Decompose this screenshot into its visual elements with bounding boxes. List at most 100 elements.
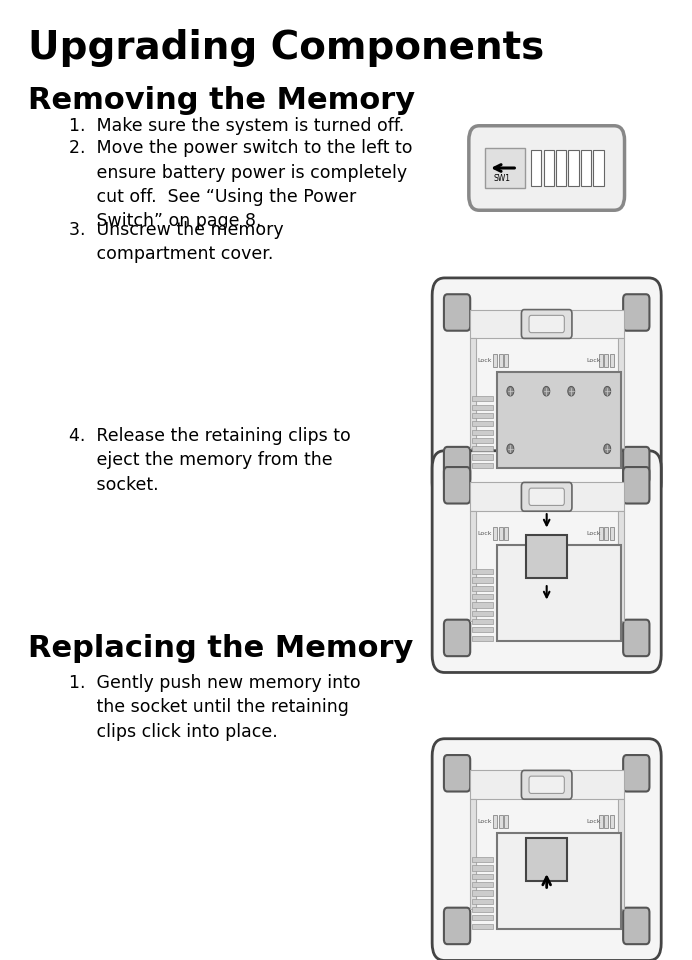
FancyBboxPatch shape [522, 310, 572, 339]
Bar [473, 594, 493, 599]
FancyBboxPatch shape [623, 908, 649, 945]
Bar [498, 526, 502, 540]
FancyBboxPatch shape [623, 295, 649, 331]
Bar [593, 150, 603, 186]
Bar [498, 354, 502, 368]
Bar [604, 526, 608, 540]
Circle shape [603, 387, 611, 396]
Text: 1.  Gently push new memory into
     the socket until the retaining
     clips c: 1. Gently push new memory into the socke… [69, 674, 361, 740]
Bar [604, 354, 608, 368]
Bar [473, 438, 493, 444]
Bar [473, 611, 493, 616]
Bar [610, 354, 614, 368]
Bar [473, 429, 493, 435]
FancyBboxPatch shape [623, 755, 649, 791]
Bar [610, 526, 614, 540]
Bar [498, 814, 502, 828]
FancyBboxPatch shape [444, 447, 471, 484]
Bar [504, 526, 509, 540]
Bar [610, 814, 614, 828]
Circle shape [543, 387, 549, 396]
Bar [469, 483, 623, 511]
Circle shape [507, 444, 513, 454]
Bar [493, 354, 497, 368]
FancyBboxPatch shape [522, 770, 572, 799]
Bar [496, 544, 621, 641]
FancyBboxPatch shape [444, 468, 471, 504]
Circle shape [507, 387, 513, 396]
Bar [496, 372, 621, 468]
FancyBboxPatch shape [444, 908, 471, 945]
FancyBboxPatch shape [444, 295, 471, 331]
Bar [504, 354, 509, 368]
Bar [469, 770, 623, 799]
Bar [473, 907, 493, 912]
Bar [604, 814, 608, 828]
Text: 2.  Move the power switch to the left to
     ensure battery power is completely: 2. Move the power switch to the left to … [69, 139, 412, 230]
Bar [526, 536, 567, 578]
FancyBboxPatch shape [623, 620, 649, 657]
Bar [473, 413, 493, 419]
Bar [496, 832, 621, 929]
FancyBboxPatch shape [444, 755, 471, 791]
Bar [473, 915, 493, 921]
Bar [599, 526, 603, 540]
Bar [493, 814, 497, 828]
FancyBboxPatch shape [522, 483, 572, 511]
Bar [504, 814, 509, 828]
Bar [473, 463, 493, 468]
Bar [473, 602, 493, 608]
Bar [473, 577, 493, 583]
Bar [469, 309, 623, 339]
Text: Lock: Lock [477, 819, 492, 824]
Bar [473, 865, 493, 871]
Bar [473, 569, 493, 574]
Bar [531, 150, 541, 186]
Bar [469, 339, 476, 447]
Text: Lock: Lock [587, 531, 601, 536]
Bar [469, 799, 476, 908]
Text: Lock: Lock [477, 531, 492, 536]
Bar [617, 339, 623, 447]
FancyBboxPatch shape [432, 278, 662, 500]
Text: Replacing the Memory: Replacing the Memory [28, 634, 413, 662]
Bar [544, 150, 554, 186]
Text: 1.  Make sure the system is turned off.: 1. Make sure the system is turned off. [69, 117, 404, 135]
Bar [473, 454, 493, 460]
Bar [599, 814, 603, 828]
Circle shape [603, 444, 611, 454]
Bar [599, 354, 603, 368]
Bar [473, 636, 493, 641]
Bar [473, 446, 493, 451]
FancyBboxPatch shape [432, 451, 662, 672]
Bar [617, 799, 623, 908]
Text: 3.  Unscrew the memory
     compartment cover.: 3. Unscrew the memory compartment cover. [69, 221, 284, 263]
Text: Lock: Lock [587, 358, 601, 363]
FancyBboxPatch shape [623, 447, 649, 484]
Text: 4.  Release the retaining clips to
     eject the memory from the
     socket.: 4. Release the retaining clips to eject … [69, 427, 351, 493]
Bar [469, 511, 476, 620]
Bar [473, 924, 493, 929]
Text: Lock: Lock [477, 358, 492, 363]
Bar [526, 837, 567, 881]
Bar [473, 899, 493, 904]
Bar [473, 890, 493, 896]
Bar [581, 150, 591, 186]
Bar [617, 511, 623, 620]
Bar [473, 874, 493, 879]
FancyBboxPatch shape [529, 776, 565, 793]
Bar [493, 526, 497, 540]
Text: Removing the Memory: Removing the Memory [28, 86, 415, 115]
Bar [473, 619, 493, 624]
Circle shape [567, 387, 574, 396]
Bar [473, 627, 493, 633]
Text: SW1: SW1 [493, 174, 511, 182]
FancyBboxPatch shape [444, 620, 471, 657]
Bar [473, 586, 493, 590]
Text: Lock: Lock [587, 819, 601, 824]
FancyBboxPatch shape [529, 316, 565, 333]
FancyBboxPatch shape [469, 126, 624, 210]
Text: Upgrading Components: Upgrading Components [28, 29, 544, 67]
Bar [473, 421, 493, 426]
FancyBboxPatch shape [432, 739, 662, 960]
